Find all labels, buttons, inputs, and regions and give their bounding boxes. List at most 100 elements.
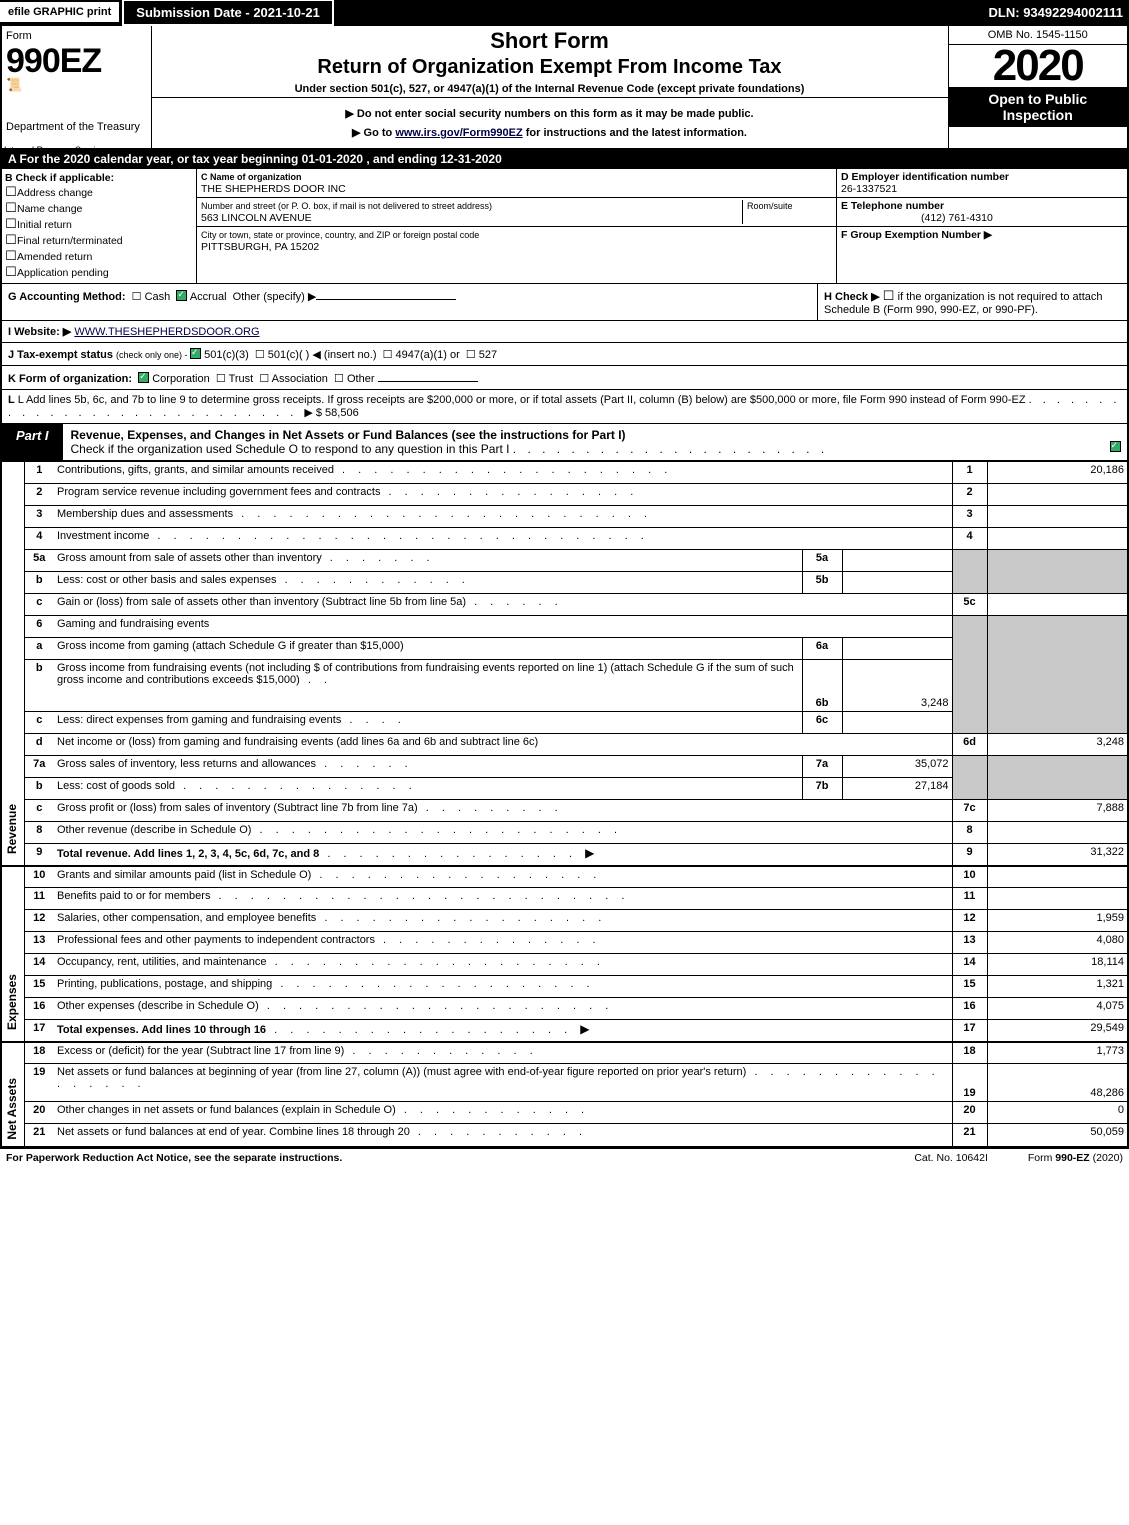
g-other[interactable]: Other (specify) ▶ [233,291,457,303]
c-street-box: Number and street (or P. O. box, if mail… [197,198,836,227]
footer-mid: Cat. No. 10642I [874,1152,1028,1164]
top-bar: efile GRAPHIC print Submission Date - 20… [0,0,1129,24]
revenue-sidebar: Revenue [2,462,24,866]
footer-right: Form 990-EZ (2020) [1028,1152,1123,1164]
dln-label: DLN: 93492294002111 [989,5,1129,20]
line-8: 8 Other revenue (describe in Schedule O)… [2,822,1127,844]
footer-row: For Paperwork Reduction Act Notice, see … [0,1148,1129,1167]
line-18: Net Assets 18 Excess or (deficit) for th… [2,1042,1127,1064]
k-other[interactable]: ☐ Other [334,373,478,385]
part1-sub: Check if the organization used Schedule … [71,442,510,456]
line-11: 11 Benefits paid to or for members . . .… [2,888,1127,910]
line-7b: b Less: cost of goods sold . . . . . . .… [2,778,1127,800]
irs-link[interactable]: www.irs.gov/Form990EZ [395,127,522,139]
warn-goto: ▶ Go to www.irs.gov/Form990EZ for instru… [160,123,940,142]
block-b: B Check if applicable: ☐Address change ☐… [2,169,197,283]
g-accrual[interactable]: Accrual [176,291,226,303]
line-10: Expenses 10 Grants and similar amounts p… [2,866,1127,888]
g-label: G Accounting Method: [8,291,126,303]
b-item-final[interactable]: ☐Final return/terminated [5,232,185,248]
j-opt2[interactable]: ☐ 501(c)( ) ◀ (insert no.) [255,349,377,361]
k-trust[interactable]: ☐ Trust [216,373,253,385]
line-12: 12 Salaries, other compensation, and emp… [2,910,1127,932]
line-5b: b Less: cost or other basis and sales ex… [2,572,1127,594]
street-value: 563 LINCOLN AVENUE [201,212,312,224]
block-c: C Name of organization THE SHEPHERDS DOO… [197,169,837,283]
warn2-pre: ▶ Go to [352,127,395,139]
footer-left: For Paperwork Reduction Act Notice, see … [6,1152,874,1164]
ln-box: 1 [952,462,987,484]
phone-value: (412) 761-4310 [841,212,993,224]
part1-checkbox[interactable] [1103,424,1127,460]
row-gh: G Accounting Method: ☐ Cash Accrual Othe… [1,284,1128,321]
b-item-address[interactable]: ☐Address change [5,184,185,200]
line-6: 6 Gaming and fundraising events [2,616,1127,638]
part1-body: Revenue 1 Contributions, gifts, grants, … [1,461,1128,1147]
street-label: Number and street (or P. O. box, if mail… [201,201,492,211]
city-value: PITTSBURGH, PA 15202 [201,241,319,253]
line-5a: 5a Gross amount from sale of assets othe… [2,550,1127,572]
line-6b: b Gross income from fundraising events (… [2,660,1127,712]
h-pre: H Check ▶ [824,291,883,303]
line-6a: a Gross income from gaming (attach Sched… [2,638,1127,660]
ln-desc: Contributions, gifts, grants, and simila… [54,462,952,484]
line-20: 20 Other changes in net assets or fund b… [2,1102,1127,1124]
line-7a: 7a Gross sales of inventory, less return… [2,756,1127,778]
ein-value: 26-1337521 [841,183,897,195]
city-label: City or town, state or province, country… [201,230,479,240]
header-row: Form 990EZ 📜 Department of the Treasury … [1,25,1128,98]
c-name-box: C Name of organization THE SHEPHERDS DOO… [197,169,836,198]
block-d: D Employer identification number 26-1337… [837,169,1127,283]
i-label: I Website: ▶ [8,326,71,338]
row-k: K Form of organization: Corporation ☐ Tr… [1,366,1128,390]
dept-label: Department of the Treasury [6,121,147,133]
l-text: L Add lines 5b, 6c, and 7b to line 9 to … [18,394,1026,406]
tax-year: 2020 [949,45,1128,87]
l-amount: ▶ $ 58,506 [304,407,358,419]
part1-title: Revenue, Expenses, and Changes in Net As… [63,424,1103,460]
org-name: THE SHEPHERDS DOOR INC [201,183,346,195]
line-14: 14 Occupancy, rent, utilities, and maint… [2,954,1127,976]
g-cash[interactable]: ☐ Cash [132,291,171,303]
main-title: Return of Organization Exempt From Incom… [160,56,940,79]
b-item-pending[interactable]: ☐Application pending [5,264,185,280]
k-assoc[interactable]: ☐ Association [259,373,328,385]
line-6c: c Less: direct expenses from gaming and … [2,712,1127,734]
ln-num: 1 [24,462,54,484]
row-l: L L Add lines 5b, 6c, and 7b to line 9 t… [1,390,1128,424]
h-checkbox[interactable]: ☐ [883,288,895,304]
e-phone-box: E Telephone number (412) 761-4310 [837,198,1127,227]
form-outer: Form 990EZ 📜 Department of the Treasury … [0,24,1129,1148]
b-item-amended[interactable]: ☐Amended return [5,248,185,264]
j-opt3[interactable]: ☐ 4947(a)(1) or [383,349,460,361]
line-2: 2 Program service revenue including gove… [2,484,1127,506]
line-3: 3 Membership dues and assessments . . . … [2,506,1127,528]
part1-label: Part I [2,424,63,460]
header-left: Form 990EZ 📜 Department of the Treasury … [1,25,151,149]
c-label: C Name of organization [201,172,302,182]
j-opt4[interactable]: ☐ 527 [466,349,497,361]
f-label: F Group Exemption Number ▶ [841,229,992,241]
ln-amt: 20,186 [987,462,1127,484]
line-6d: d Net income or (loss) from gaming and f… [2,734,1127,756]
b-item-name[interactable]: ☐Name change [5,200,185,216]
d-label: D Employer identification number [841,171,1009,183]
website-link[interactable]: WWW.THESHEPHERDSDOOR.ORG [74,326,259,338]
line-15: 15 Printing, publications, postage, and … [2,976,1127,998]
header-center: Short Form Return of Organization Exempt… [151,25,948,98]
line-17: 17 Total expenses. Add lines 10 through … [2,1020,1127,1042]
submission-date: Submission Date - 2021-10-21 [122,0,334,26]
j-opt1[interactable]: 501(c)(3) [190,349,249,361]
d-ein-box: D Employer identification number 26-1337… [837,169,1127,198]
k-corp[interactable]: Corporation [138,373,210,385]
form-word: Form [6,30,147,42]
b-item-initial[interactable]: ☐Initial return [5,216,185,232]
g-accounting: G Accounting Method: ☐ Cash Accrual Othe… [2,284,817,320]
e-label: E Telephone number [841,200,944,212]
f-group-box: F Group Exemption Number ▶ [837,227,1127,243]
line-21: 21 Net assets or fund balances at end of… [2,1124,1127,1146]
line-19: 19 Net assets or fund balances at beginn… [2,1064,1127,1102]
open-public: Open to Public Inspection [949,87,1128,127]
header-warnings: ▶ Do not enter social security numbers o… [151,98,948,149]
line-5c: c Gain or (loss) from sale of assets oth… [2,594,1127,616]
